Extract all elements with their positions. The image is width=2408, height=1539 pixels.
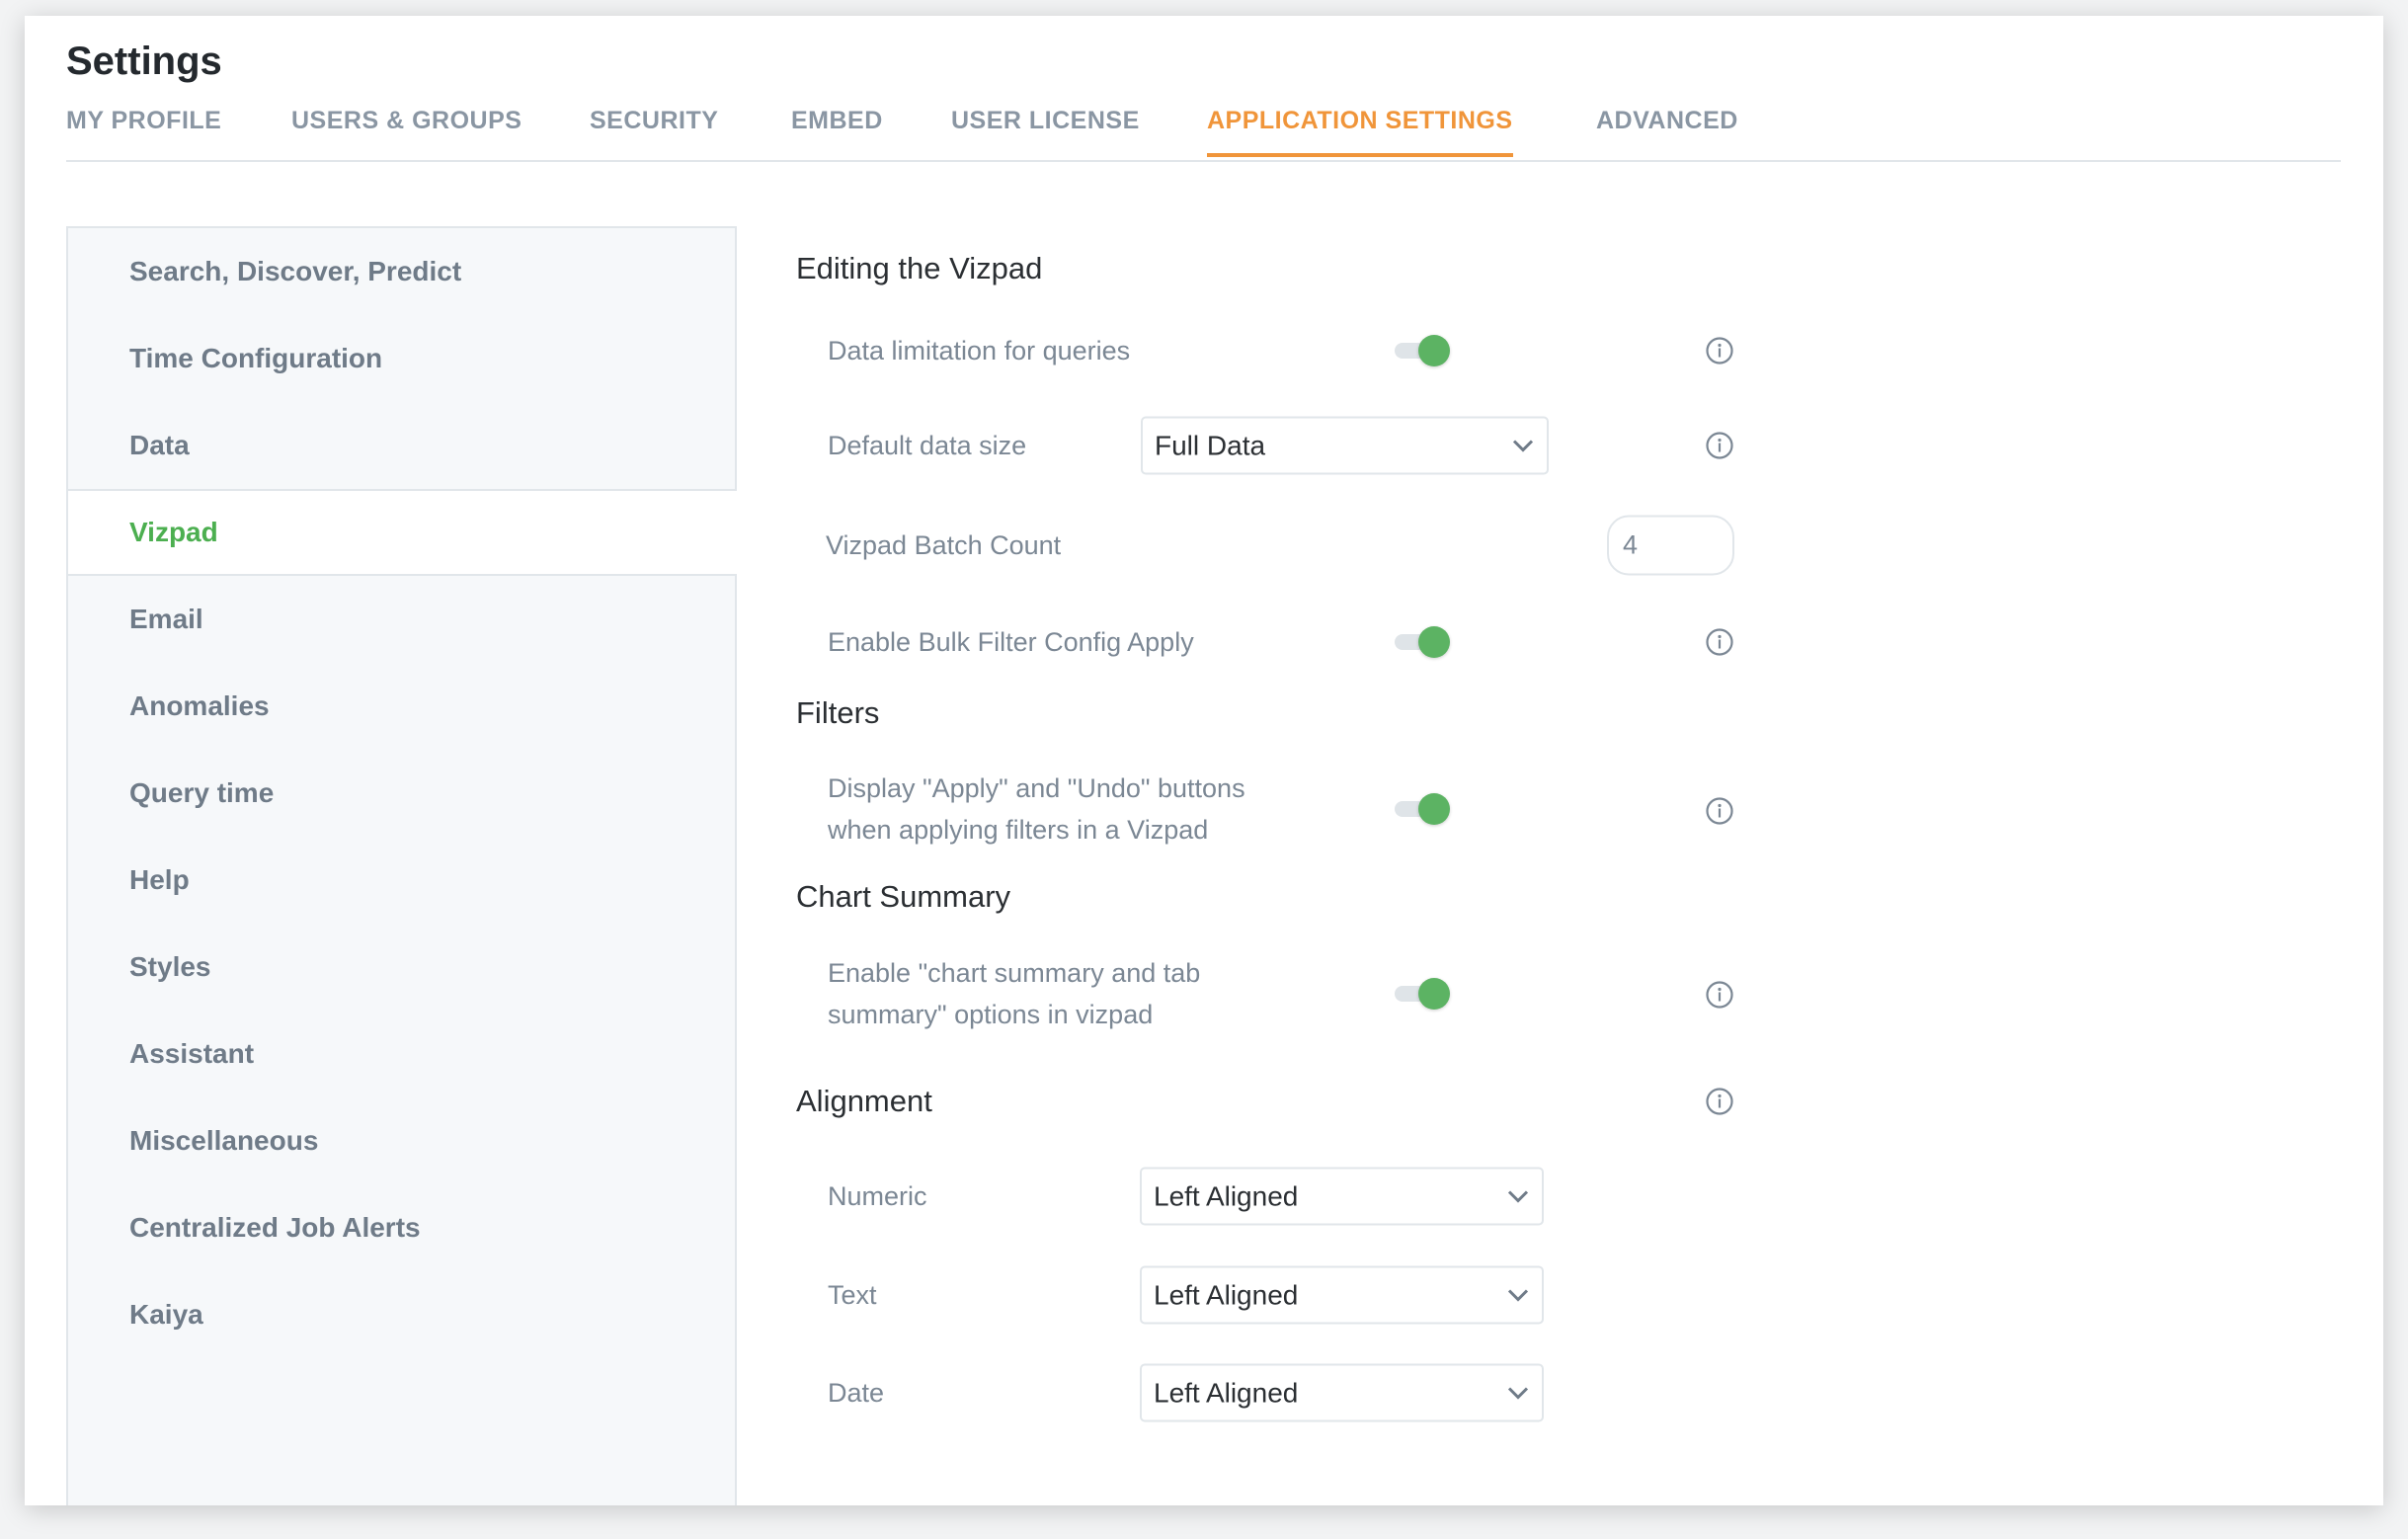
bulk-filter-toggle[interactable] — [1395, 622, 1450, 662]
apply-undo-toggle[interactable] — [1395, 789, 1450, 829]
date-alignment-select[interactable]: Left Aligned — [1140, 1363, 1544, 1422]
apply-undo-label-line1: Display "Apply" and "Undo" buttons — [828, 773, 1245, 803]
numeric-alignment-select[interactable]: Left Aligned — [1140, 1167, 1544, 1226]
numeric-alignment-label: Numeric — [828, 1181, 927, 1211]
text-alignment-label: Text — [828, 1280, 877, 1310]
info-icon[interactable] — [1705, 980, 1734, 1010]
chevron-down-icon — [1512, 439, 1534, 452]
sidebar-item-email[interactable]: Email — [129, 604, 203, 634]
tab-advanced[interactable]: ADVANCED — [1596, 107, 1738, 134]
data-limitation-label: Data limitation for queries — [828, 336, 1131, 365]
section-heading-chart-summary: Chart Summary — [796, 879, 1011, 914]
section-heading-alignment: Alignment — [796, 1084, 932, 1118]
chart-summary-toggle[interactable] — [1395, 974, 1450, 1013]
default-data-size-select[interactable]: Full Data — [1141, 416, 1549, 475]
sidebar-item-kaiya[interactable]: Kaiya — [129, 1299, 203, 1330]
apply-undo-label-line2: when applying filters in a Vizpad — [828, 815, 1209, 845]
chart-summary-label-line1: Enable "chart summary and tab — [828, 958, 1201, 988]
default-data-size-label: Default data size — [828, 431, 1027, 460]
tab-user-license[interactable]: USER LICENSE — [951, 107, 1140, 134]
sidebar-item-search-discover-predict[interactable]: Search, Discover, Predict — [129, 256, 462, 286]
sidebar-item-query-time[interactable]: Query time — [129, 777, 275, 808]
default-data-size-value: Full Data — [1155, 430, 1266, 460]
chevron-down-icon — [1507, 1386, 1529, 1400]
apply-undo-label: Display "Apply" and "Undo" buttons when a… — [828, 768, 1245, 850]
tab-users-groups[interactable]: USERS & GROUPS — [291, 107, 522, 134]
section-heading-editing-vizpad: Editing the Vizpad — [796, 251, 1043, 285]
tab-my-profile[interactable]: MY PROFILE — [66, 107, 222, 134]
settings-window: Settings MY PROFILE USERS & GROUPS SECUR… — [25, 16, 2383, 1505]
sidebar-item-help[interactable]: Help — [129, 864, 190, 895]
tab-security[interactable]: SECURITY — [590, 107, 719, 134]
tabs-divider — [66, 160, 2341, 162]
chart-summary-label-line2: summary" options in vizpad — [828, 1000, 1154, 1029]
date-alignment-value: Left Aligned — [1154, 1377, 1299, 1408]
chevron-down-icon — [1507, 1189, 1529, 1203]
settings-sidebar: Search, Discover, Predict Time Configura… — [66, 226, 737, 1505]
sidebar-item-miscellaneous[interactable]: Miscellaneous — [129, 1125, 319, 1156]
chevron-down-icon — [1507, 1288, 1529, 1302]
sidebar-item-styles[interactable]: Styles — [129, 951, 211, 982]
sidebar-item-vizpad[interactable]: Vizpad — [68, 489, 737, 576]
batch-count-label: Vizpad Batch Count — [826, 530, 1062, 560]
sidebar-item-anomalies[interactable]: Anomalies — [129, 690, 270, 721]
info-icon[interactable] — [1705, 1087, 1734, 1116]
chart-summary-label: Enable "chart summary and tab summary" op… — [828, 952, 1200, 1035]
tab-embed[interactable]: EMBED — [791, 107, 883, 134]
info-icon[interactable] — [1705, 431, 1734, 460]
tab-application-settings[interactable]: APPLICATION SETTINGS — [1207, 107, 1513, 157]
sidebar-item-data[interactable]: Data — [129, 430, 190, 460]
info-icon[interactable] — [1705, 796, 1734, 826]
text-alignment-value: Left Aligned — [1154, 1279, 1299, 1310]
date-alignment-label: Date — [828, 1378, 885, 1408]
info-icon[interactable] — [1705, 336, 1734, 365]
sidebar-item-time-configuration[interactable]: Time Configuration — [129, 343, 383, 373]
bulk-filter-label: Enable Bulk Filter Config Apply — [828, 627, 1194, 657]
batch-count-input[interactable]: 4 — [1607, 515, 1734, 576]
data-limitation-toggle[interactable] — [1395, 331, 1450, 370]
info-icon[interactable] — [1705, 627, 1734, 657]
section-heading-filters: Filters — [796, 695, 880, 730]
page-title: Settings — [66, 40, 222, 83]
text-alignment-select[interactable]: Left Aligned — [1140, 1265, 1544, 1325]
numeric-alignment-value: Left Aligned — [1154, 1180, 1299, 1211]
sidebar-item-centralized-job-alerts[interactable]: Centralized Job Alerts — [129, 1212, 421, 1243]
sidebar-item-assistant[interactable]: Assistant — [129, 1038, 255, 1069]
